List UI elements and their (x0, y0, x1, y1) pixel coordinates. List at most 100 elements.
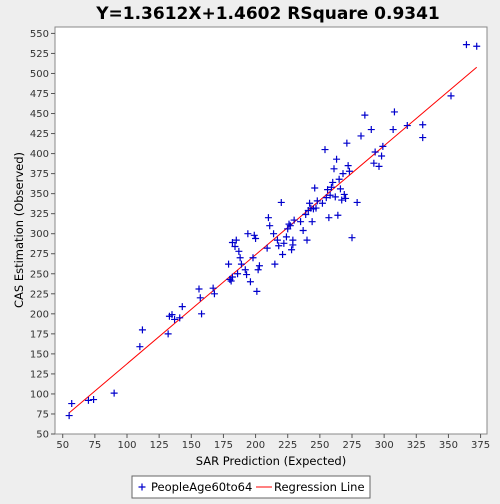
data-point (266, 222, 274, 230)
y-tick-label: 175 (30, 329, 49, 340)
data-point (275, 242, 283, 250)
data-point (164, 330, 172, 338)
y-tick-label: 550 (30, 29, 49, 40)
data-point (90, 396, 98, 404)
data-point (286, 222, 294, 230)
data-point (65, 412, 73, 420)
data-point (136, 343, 144, 351)
legend-plus-glyph (138, 483, 146, 491)
y-tick-label: 100 (30, 389, 49, 400)
data-point (176, 314, 184, 322)
data-point (289, 241, 297, 249)
data-point (264, 214, 272, 222)
data-point (209, 284, 217, 292)
y-axis-label: CAS Estimation (Observed) (12, 152, 26, 308)
legend-box (131, 475, 371, 499)
data-point (110, 389, 118, 397)
x-axis-label: SAR Prediction (Expected) (196, 454, 346, 468)
plot-area (54, 26, 488, 435)
data-point (252, 235, 260, 243)
x-tick-label: 275 (342, 440, 361, 451)
x-axis: 50 75 100 125 150 175 200 225 250 275 300 325 350 375 (56, 434, 490, 451)
data-point (327, 183, 335, 191)
y-tick-label: 275 (30, 249, 49, 260)
data-point (277, 198, 285, 206)
data-point (285, 220, 293, 228)
x-tick-label: 50 (56, 440, 69, 451)
data-point (280, 239, 288, 247)
x-tick-label: 125 (150, 440, 169, 451)
y-tick-label: 500 (30, 69, 49, 80)
data-point (403, 122, 411, 130)
data-point (334, 211, 342, 219)
y-tick-label: 425 (30, 129, 49, 140)
data-point (263, 244, 271, 252)
legend-series-label: PeopleAge60to64 (151, 480, 252, 494)
data-point (84, 396, 92, 404)
y-tick-label: 400 (30, 149, 49, 160)
y-tick-label: 50 (36, 430, 49, 441)
data-point (312, 204, 320, 212)
points-layer (65, 41, 481, 420)
data-point (322, 194, 330, 202)
data-point (325, 214, 333, 222)
y-tick-label: 475 (30, 89, 49, 100)
data-point (250, 231, 258, 239)
data-point (343, 139, 351, 147)
data-point (196, 294, 204, 302)
y-tick-label: 375 (30, 169, 49, 180)
data-point (447, 92, 455, 100)
data-point (375, 162, 383, 170)
data-point (333, 155, 341, 163)
data-point (270, 230, 278, 238)
data-point (236, 254, 244, 262)
regression-layer (68, 66, 478, 414)
data-point (306, 199, 314, 207)
data-point (324, 186, 332, 194)
data-point (419, 121, 427, 129)
data-point (339, 170, 347, 178)
data-point (367, 126, 375, 134)
x-tick-label: 350 (439, 440, 458, 451)
data-point (303, 236, 311, 244)
y-axis: 50 75 100 125 150 175 200 225 250 275 300 325 350 375… (30, 29, 55, 441)
data-point (371, 148, 379, 156)
x-tick-label: 300 (375, 440, 394, 451)
data-point (271, 260, 279, 268)
y-tick-label: 450 (30, 109, 49, 120)
data-point (68, 400, 76, 408)
data-point (390, 108, 398, 116)
data-point (340, 190, 348, 198)
data-point (288, 246, 296, 254)
data-point (168, 311, 176, 319)
data-point (462, 41, 470, 49)
y-tick-label: 75 (36, 409, 49, 420)
data-point (255, 262, 263, 270)
x-tick-label: 325 (407, 440, 426, 451)
y-tick-label: 350 (30, 189, 49, 200)
y-tick-label: 300 (30, 229, 49, 240)
data-point (225, 260, 233, 268)
data-point (237, 260, 245, 268)
data-point (378, 152, 386, 160)
legend: PeopleAge60to64 Regression Line (131, 475, 371, 499)
y-tick-label: 125 (30, 369, 49, 380)
data-point (241, 266, 249, 274)
data-point (235, 247, 243, 255)
data-point (345, 167, 353, 175)
legend-marker-plus (138, 483, 146, 491)
data-point (282, 233, 290, 241)
data-point (210, 290, 218, 298)
data-point (353, 198, 361, 206)
data-point (195, 285, 203, 293)
data-point (171, 315, 179, 323)
data-point (419, 134, 427, 142)
data-point (329, 178, 337, 186)
data-point (344, 162, 352, 170)
data-point (273, 236, 281, 244)
x-tick-label: 175 (214, 440, 233, 451)
data-point (342, 194, 350, 202)
data-point (228, 273, 236, 281)
data-point (138, 326, 146, 334)
y-tick-label: 525 (30, 49, 49, 60)
